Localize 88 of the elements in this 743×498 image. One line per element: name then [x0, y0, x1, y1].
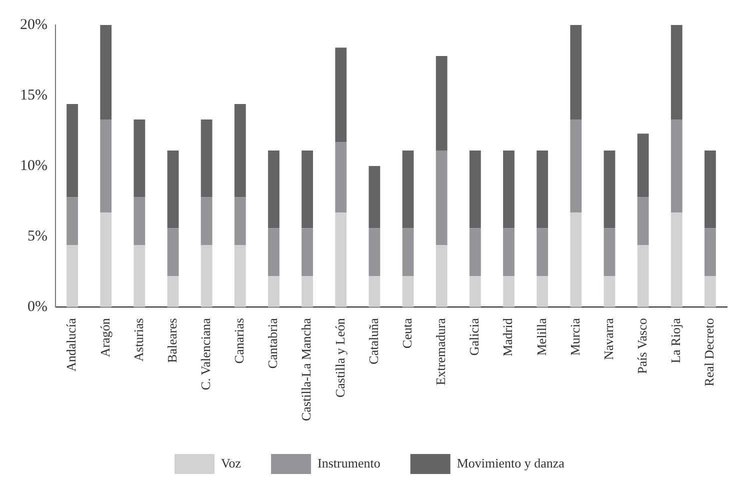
bar: [200, 245, 212, 308]
x-tick-label: Cantabria: [265, 318, 280, 369]
x-tick-label: Castilla y León: [332, 318, 348, 398]
bar: [402, 228, 414, 276]
x-tick-label: Ceuta: [399, 318, 414, 348]
bar: [302, 228, 314, 276]
bar: [134, 245, 146, 308]
bar: [704, 276, 716, 308]
bar: [100, 212, 112, 308]
bar: [604, 228, 616, 276]
bar: [66, 197, 78, 246]
bar: [167, 228, 179, 276]
bar: [436, 150, 448, 246]
bar: [134, 120, 146, 198]
y-tick-label: 20%: [20, 16, 48, 33]
bar: [469, 228, 481, 276]
x-tick-label: Extremadura: [433, 318, 448, 386]
bar: [134, 197, 146, 246]
bar: [66, 245, 78, 308]
bar: [570, 25, 582, 120]
bar: [368, 166, 380, 228]
x-tick-label: Galicia: [466, 318, 482, 356]
y-tick-label: 10%: [20, 158, 48, 174]
bar: [436, 245, 448, 308]
x-tick-label: Real Decreto: [702, 318, 717, 386]
bar: [704, 228, 716, 276]
x-tick-label: País Vasco: [634, 318, 650, 374]
bar: [637, 197, 649, 246]
bar: [335, 212, 347, 308]
x-tick-label: Aragón: [97, 318, 112, 358]
bar: [604, 276, 616, 308]
bar: [536, 228, 548, 276]
bar: [268, 150, 280, 228]
bar: [570, 212, 582, 308]
bar: [302, 150, 314, 228]
bar: [200, 197, 212, 246]
y-tick-label: 15%: [20, 87, 48, 104]
bar: [234, 104, 246, 198]
bar: [268, 228, 280, 276]
x-tick-label: Andalucía: [64, 318, 79, 372]
legend-label: Voz: [221, 455, 242, 470]
legend-label: Instrumento: [318, 455, 380, 470]
bar: [503, 150, 514, 228]
x-tick-label: Murcia: [567, 318, 582, 356]
x-tick-label: Cataluña: [366, 318, 381, 364]
x-tick-label: Asturias: [130, 318, 146, 362]
bar: [200, 120, 212, 198]
bar: [368, 276, 380, 308]
bar: [469, 276, 481, 308]
bar: [100, 25, 112, 120]
x-tick-label: Madrid: [500, 318, 516, 356]
y-tick-label: 0%: [27, 299, 48, 316]
bar: [503, 228, 514, 276]
x-tick-label: Castilla-La Mancha: [298, 318, 314, 422]
bar: [66, 104, 78, 198]
x-tick-label: La Rioja: [668, 318, 684, 364]
y-tick-label: 5%: [27, 228, 48, 245]
bar: [368, 228, 380, 276]
bar: [436, 56, 448, 151]
bar: [469, 150, 481, 228]
bar: [100, 120, 112, 213]
x-tick-label: C. Valenciana: [198, 318, 214, 390]
bar: [637, 245, 649, 308]
bar: [670, 212, 682, 308]
bar: [402, 150, 414, 228]
bar: [536, 150, 548, 228]
bar: [234, 245, 246, 308]
x-tick-label: Melilla: [534, 318, 549, 356]
x-tick-label: Canarias: [232, 318, 247, 364]
bar: [704, 150, 716, 228]
x-tick-label: Navarra: [600, 318, 616, 360]
bar: [302, 276, 314, 308]
bar: [604, 150, 616, 228]
bar: [536, 276, 548, 308]
bar: [402, 276, 414, 308]
bar: [167, 150, 179, 228]
bar: [234, 197, 246, 246]
bar: [335, 142, 347, 213]
bar: [268, 276, 280, 308]
bar: [670, 25, 682, 120]
bar: [670, 120, 682, 213]
bar: [167, 276, 179, 308]
bar: [335, 48, 347, 142]
bar: [503, 276, 514, 308]
bar: [570, 120, 582, 213]
bar: [637, 134, 649, 198]
legend-label: Movimiento y danza: [456, 455, 565, 470]
x-tick-label: Baleares: [164, 318, 180, 363]
